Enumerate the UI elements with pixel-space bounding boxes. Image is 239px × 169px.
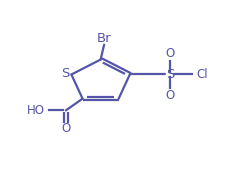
Text: Br: Br xyxy=(97,32,111,45)
Text: Cl: Cl xyxy=(196,68,208,81)
Text: S: S xyxy=(61,67,70,80)
Text: HO: HO xyxy=(27,104,45,117)
Text: O: O xyxy=(61,122,71,135)
Text: O: O xyxy=(165,89,175,102)
Text: S: S xyxy=(166,68,174,81)
Text: O: O xyxy=(165,47,175,60)
